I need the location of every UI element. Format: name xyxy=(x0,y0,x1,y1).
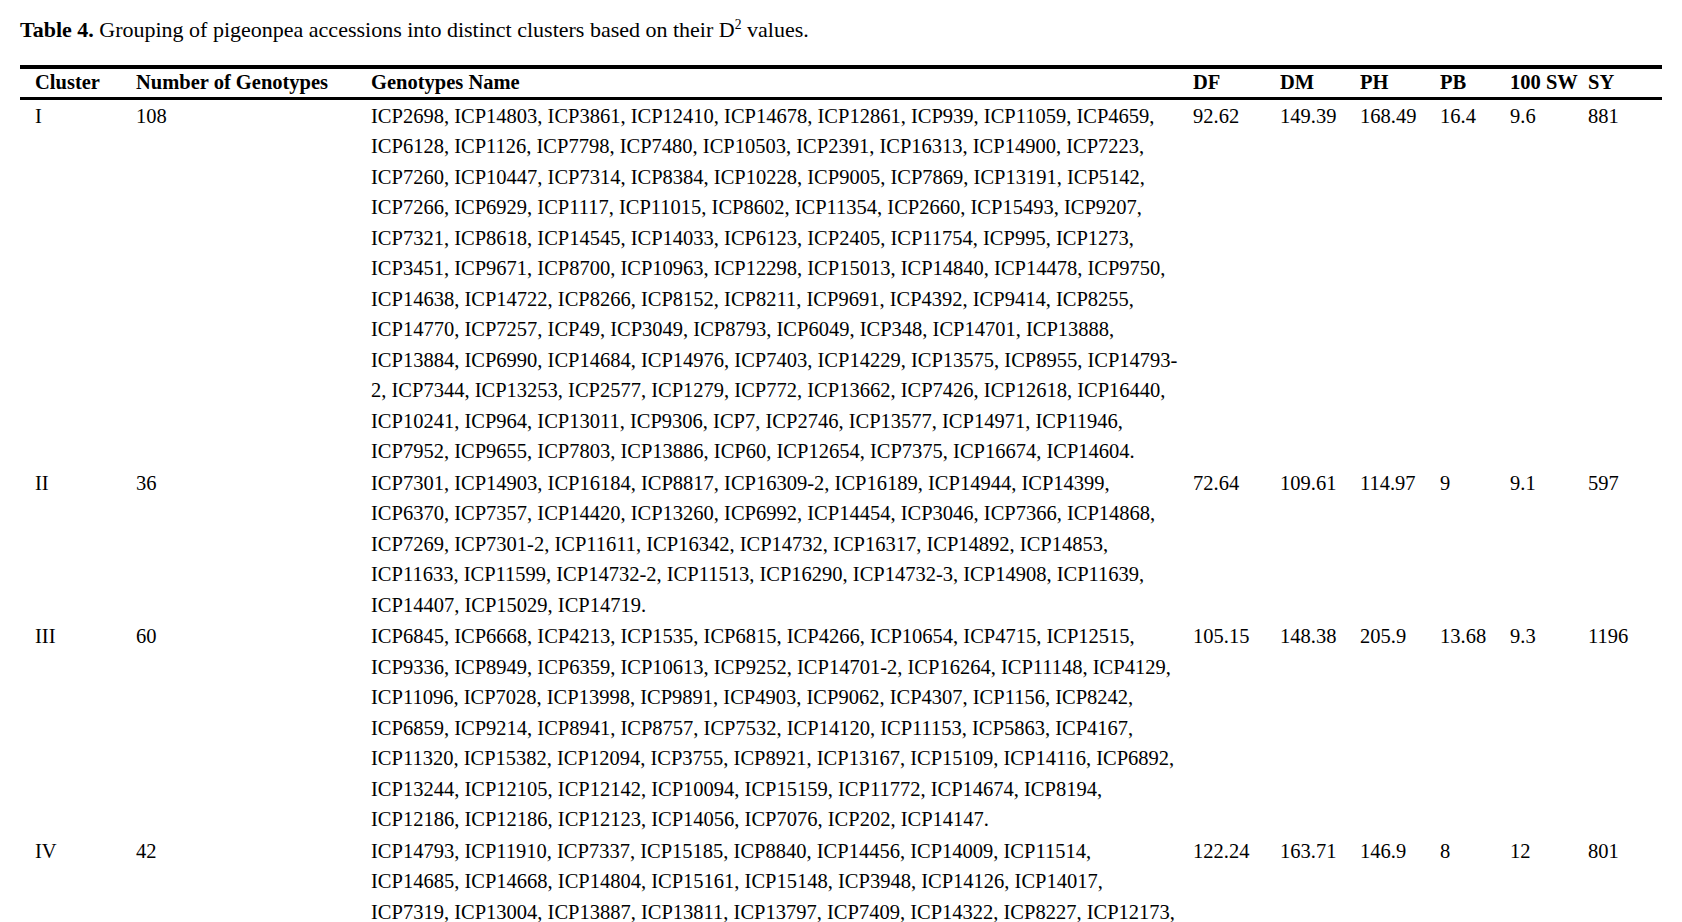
cell-genotypes-list: ICP2698, ICP14803, ICP3861, ICP12410, IC… xyxy=(365,98,1187,467)
cell-ph: 168.49 xyxy=(1354,98,1434,467)
cell-100sw: 9.3 xyxy=(1504,620,1582,835)
cell-df: 92.62 xyxy=(1187,98,1274,467)
table-caption: Table 4. Grouping of pigeonpea accession… xyxy=(20,16,1682,45)
column-header-genotypes-name: Genotypes Name xyxy=(365,67,1187,99)
paper-page: Table 4. Grouping of pigeonpea accession… xyxy=(0,0,1682,922)
cell-sy: 881 xyxy=(1582,98,1662,467)
cell-sy: 801 xyxy=(1582,835,1662,922)
cell-cluster: I xyxy=(20,98,130,467)
column-header-100sw: 100 SW xyxy=(1504,67,1582,99)
cell-df: 122.24 xyxy=(1187,835,1274,922)
cell-pb: 13.68 xyxy=(1434,620,1504,835)
cell-ph: 205.9 xyxy=(1354,620,1434,835)
cell-genotype-count: 60 xyxy=(130,620,365,835)
table-row-cluster-3: III 60 ICP6845, ICP6668, ICP4213, ICP153… xyxy=(20,620,1662,835)
cell-df: 105.15 xyxy=(1187,620,1274,835)
table-row-cluster-2: II 36 ICP7301, ICP14903, ICP16184, ICP88… xyxy=(20,467,1662,621)
cell-sy: 1196 xyxy=(1582,620,1662,835)
cell-genotype-count: 108 xyxy=(130,98,365,467)
cell-genotypes-list: ICP14793, ICP11910, ICP7337, ICP15185, I… xyxy=(365,835,1187,922)
column-header-cluster: Cluster xyxy=(20,67,130,99)
column-header-dm: DM xyxy=(1274,67,1354,99)
cell-dm: 109.61 xyxy=(1274,467,1354,621)
table-header-row: Cluster Number of Genotypes Genotypes Na… xyxy=(20,67,1662,99)
cell-cluster: II xyxy=(20,467,130,621)
cell-genotypes-list: ICP6845, ICP6668, ICP4213, ICP1535, ICP6… xyxy=(365,620,1187,835)
column-header-ph: PH xyxy=(1354,67,1434,99)
cell-dm: 149.39 xyxy=(1274,98,1354,467)
cell-ph: 114.97 xyxy=(1354,467,1434,621)
cell-cluster: IV xyxy=(20,835,130,922)
cell-ph: 146.9 xyxy=(1354,835,1434,922)
cell-pb: 9 xyxy=(1434,467,1504,621)
cell-dm: 148.38 xyxy=(1274,620,1354,835)
cell-sy: 597 xyxy=(1582,467,1662,621)
table-caption-text-end: values. xyxy=(742,17,809,42)
table-row-cluster-1: I 108 ICP2698, ICP14803, ICP3861, ICP124… xyxy=(20,98,1662,467)
column-header-number-of-genotypes: Number of Genotypes xyxy=(130,67,365,99)
cell-genotypes-list: ICP7301, ICP14903, ICP16184, ICP8817, IC… xyxy=(365,467,1187,621)
table-row-cluster-4: IV 42 ICP14793, ICP11910, ICP7337, ICP15… xyxy=(20,835,1662,922)
cell-genotype-count: 36 xyxy=(130,467,365,621)
column-header-df: DF xyxy=(1187,67,1274,99)
cell-pb: 16.4 xyxy=(1434,98,1504,467)
cell-genotype-count: 42 xyxy=(130,835,365,922)
cell-100sw: 9.1 xyxy=(1504,467,1582,621)
table-caption-text: Grouping of pigeonpea accessions into di… xyxy=(94,17,735,42)
cell-df: 72.64 xyxy=(1187,467,1274,621)
cluster-table: Cluster Number of Genotypes Genotypes Na… xyxy=(20,65,1662,922)
cell-cluster: III xyxy=(20,620,130,835)
cell-100sw: 12 xyxy=(1504,835,1582,922)
table-caption-superscript: 2 xyxy=(735,17,742,32)
column-header-sy: SY xyxy=(1582,67,1662,99)
table-caption-label: Table 4. xyxy=(20,17,94,42)
cell-dm: 163.71 xyxy=(1274,835,1354,922)
cell-pb: 8 xyxy=(1434,835,1504,922)
cell-100sw: 9.6 xyxy=(1504,98,1582,467)
column-header-pb: PB xyxy=(1434,67,1504,99)
